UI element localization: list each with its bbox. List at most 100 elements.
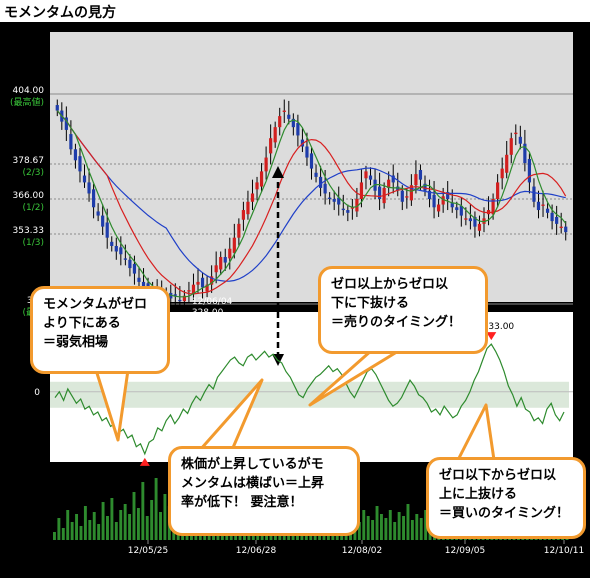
candle [387, 179, 391, 188]
volume-bar [61, 528, 65, 540]
ma-short-line [56, 110, 567, 298]
candle [559, 226, 563, 229]
candle [237, 223, 241, 238]
volume-bar [159, 512, 162, 540]
candle [228, 248, 232, 259]
candle [377, 186, 382, 199]
candle [400, 190, 404, 202]
candle [432, 194, 436, 208]
price-tick-sublabel: (1/3) [22, 238, 44, 248]
candle [200, 277, 205, 288]
volume-bar [419, 518, 423, 540]
volume-bar [163, 494, 167, 540]
candle [446, 192, 450, 199]
candle [523, 143, 527, 164]
volume-bar [145, 516, 149, 540]
volume-bar [371, 520, 375, 540]
candle [214, 265, 218, 273]
callout-weak-market: モメンタムがゼロ より下にある ＝弱気相場 [30, 286, 170, 374]
candle [405, 196, 409, 198]
volume-bar [132, 492, 136, 540]
candle [187, 290, 191, 292]
candle [427, 190, 432, 199]
candle [241, 210, 246, 220]
candle [314, 172, 318, 177]
candle [305, 146, 309, 158]
candle [296, 123, 300, 136]
x-tick-label: 12/05/25 [128, 546, 168, 556]
candle [191, 284, 196, 295]
candle [87, 182, 91, 194]
page-title: モメンタムの見方 [4, 5, 116, 21]
candle [178, 299, 182, 302]
volume-bar [362, 510, 366, 540]
candle [278, 116, 282, 128]
candle [455, 207, 459, 211]
candle [332, 199, 336, 202]
candle [55, 105, 59, 111]
candle [123, 258, 127, 260]
candle [269, 138, 273, 154]
volume-bar [128, 514, 132, 540]
candle [250, 193, 255, 202]
candle [64, 117, 68, 130]
price-tick-label: 404.00 [13, 86, 45, 96]
candle [409, 185, 413, 201]
volume-bar [57, 518, 61, 540]
volume-bar [123, 504, 127, 540]
volume-bar [101, 502, 105, 540]
candle [91, 189, 96, 208]
candle [555, 216, 559, 224]
candle [96, 211, 100, 216]
x-tick-label: 12/10/11 [544, 546, 584, 556]
volume-bar [114, 522, 118, 540]
candle [414, 174, 418, 186]
candle [196, 281, 200, 285]
candle [450, 203, 454, 208]
candle [491, 199, 495, 215]
candle [128, 259, 132, 269]
candle [132, 263, 137, 274]
candle [441, 196, 445, 205]
candle [264, 157, 268, 172]
low-value-label: 328.00 [192, 308, 224, 318]
candle [496, 182, 500, 199]
candle [82, 175, 87, 183]
candle [396, 186, 400, 191]
candle [541, 204, 545, 206]
momentum-low-marker [139, 457, 150, 466]
volume-bar [66, 510, 70, 540]
x-tick-label: 12/08/02 [342, 546, 382, 556]
candle [564, 226, 568, 233]
volume-bar [106, 516, 109, 540]
candle [309, 153, 314, 169]
momentum-high-label: 33.00 [488, 322, 514, 332]
momentum-zero-label: 0 [34, 388, 40, 398]
price-tick-label: 366.00 [13, 191, 45, 201]
candle [255, 182, 259, 190]
candle [73, 149, 78, 161]
candle [505, 154, 509, 173]
volume-bar [366, 516, 370, 540]
callout-sell-timing: ゼロ以上からゼロ以 下に下抜ける ＝売りのタイミング！ [318, 266, 488, 354]
volume-bar [150, 500, 154, 540]
volume-bar [88, 520, 92, 540]
candle [536, 201, 541, 211]
price-tick-sublabel: (最高値) [10, 96, 44, 108]
candle [518, 136, 522, 144]
price-tick-sublabel: (2/3) [22, 168, 44, 178]
candle [210, 276, 214, 285]
momentum-high-marker [486, 332, 497, 341]
volume-bar [357, 522, 361, 540]
candle [364, 171, 368, 179]
candle [337, 197, 341, 205]
candle [514, 132, 518, 135]
volume-bar [406, 504, 410, 540]
volume-bar [397, 512, 401, 540]
candle [464, 218, 468, 220]
volume-bar [136, 508, 140, 540]
volume-bar [75, 514, 79, 540]
candle [182, 295, 186, 302]
candle [418, 169, 423, 180]
candle [273, 127, 277, 143]
